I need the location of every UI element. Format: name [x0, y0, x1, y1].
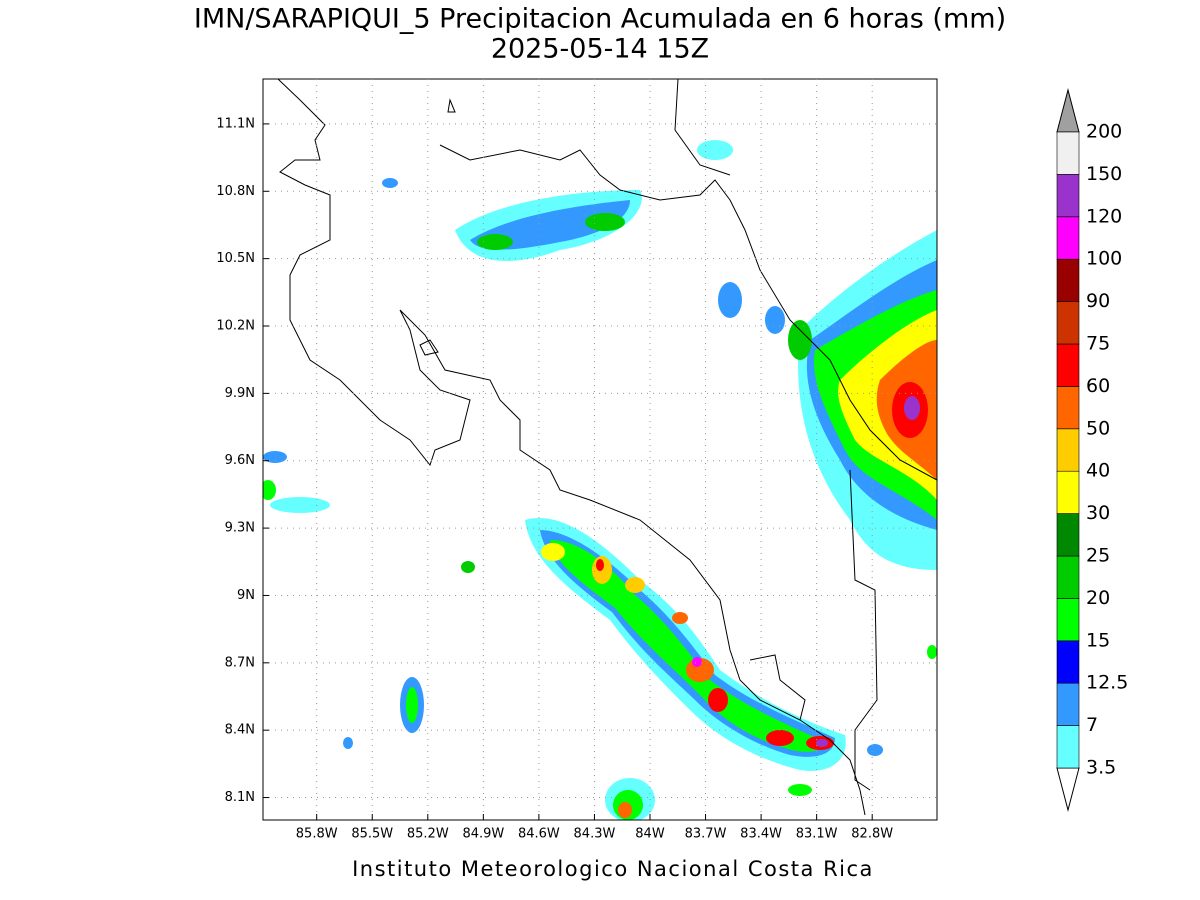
colorbar-label: 20: [1086, 587, 1110, 609]
coastlines: [277, 79, 937, 816]
x-tick-label: 83.7W: [685, 827, 727, 842]
y-tick-label: 10.2N: [216, 319, 255, 334]
precipitation-field: [263, 140, 937, 820]
y-tick-label: 9.9N: [225, 386, 255, 401]
colorbar-label: 75: [1086, 333, 1110, 355]
colorbar-segment: [1056, 301, 1080, 345]
colorbar-segment: [1056, 386, 1080, 430]
map-frame: [262, 78, 938, 821]
subtitle: 2025-05-14 15Z: [491, 34, 709, 65]
colorbar-label: 120: [1086, 205, 1122, 227]
colorbar-label: 12.5: [1086, 672, 1128, 694]
x-tick-label: 83.4W: [740, 827, 782, 842]
y-tick-label: 8.1N: [225, 790, 255, 805]
colorbar-segment: [1056, 131, 1080, 175]
x-tick-label: 84.6W: [518, 827, 560, 842]
title: IMN/SARAPIQUI_5 Precipitacion Acumulada …: [194, 4, 1006, 35]
y-tick-label: 11.1N: [216, 116, 255, 131]
y-tick-label: 9.6N: [225, 453, 255, 468]
colorbar-segment: [1056, 174, 1080, 218]
colorbar-segment: [1056, 598, 1080, 642]
colorbar-segment: [1056, 640, 1080, 684]
colorbar-label: 25: [1086, 545, 1110, 567]
colorbar-segment: [1056, 343, 1080, 387]
colorbar-label: 150: [1086, 163, 1122, 185]
colorbar-segment: [1056, 513, 1080, 557]
y-tick-label: 10.8N: [216, 184, 255, 199]
x-tick-label: 85.2W: [407, 827, 449, 842]
colorbar-label: 30: [1086, 502, 1110, 524]
colorbar-under: [1056, 767, 1080, 812]
colorbar-label: 3.5: [1086, 757, 1116, 779]
colorbar-label: 90: [1086, 290, 1110, 312]
colorbar-segment: [1056, 428, 1080, 472]
colorbar-segment: [1056, 555, 1080, 599]
x-tick-label: 84.9W: [462, 827, 504, 842]
x-tick-label: 85.5W: [351, 827, 393, 842]
colorbar-segment: [1056, 725, 1080, 769]
colorbar-label: 60: [1086, 375, 1110, 397]
x-tick-label: 83.1W: [796, 827, 838, 842]
footer: Instituto Meteorologico Nacional Costa R…: [352, 857, 874, 881]
colorbar-segment: [1056, 258, 1080, 302]
colorbar-segment: [1056, 682, 1080, 726]
x-tick-label: 85.8W: [296, 827, 338, 842]
y-tick-label: 9.3N: [225, 521, 255, 536]
colorbar-over: [1056, 88, 1080, 133]
colorbar-segment: [1056, 216, 1080, 260]
colorbar-label: 100: [1086, 248, 1122, 270]
colorbar-label: 50: [1086, 417, 1110, 439]
x-tick-label: 82.8W: [851, 827, 893, 842]
colorbar-label: 40: [1086, 460, 1110, 482]
colorbar-label: 200: [1086, 121, 1122, 143]
y-tick-label: 10.5N: [216, 251, 255, 266]
y-tick-label: 8.7N: [225, 655, 255, 670]
x-tick-label: 84.3W: [574, 827, 616, 842]
y-tick-label: 8.4N: [225, 723, 255, 738]
x-tick-label: 84W: [635, 827, 665, 842]
colorbar-label: 7: [1086, 714, 1098, 736]
colorbar-segment: [1056, 470, 1080, 514]
y-tick-label: 9N: [237, 588, 255, 603]
colorbar-label: 15: [1086, 629, 1110, 651]
